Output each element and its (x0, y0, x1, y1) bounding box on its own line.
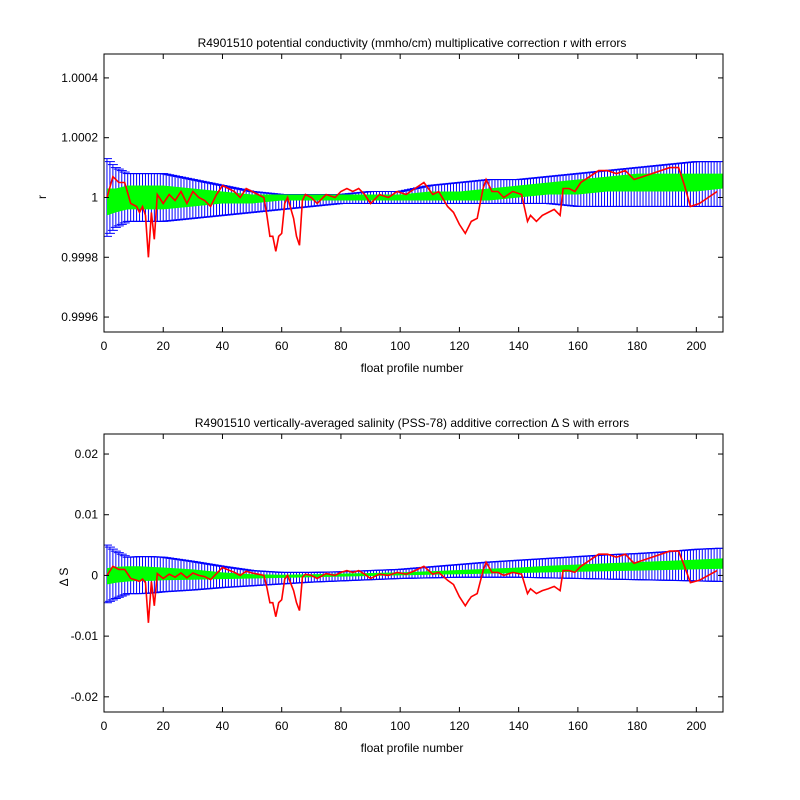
x-tick-label: 100 (390, 719, 410, 733)
chart-title: R4901510 potential conductivity (mmho/cm… (198, 36, 627, 50)
x-tick-label: 20 (157, 719, 171, 733)
y-tick-label: 0 (91, 568, 98, 582)
x-tick-label: 180 (627, 719, 647, 733)
y-axis-label: r (35, 195, 49, 199)
x-tick-label: 160 (568, 339, 588, 353)
y-tick-label: 1.0004 (61, 71, 98, 85)
plot-area: 0 20 40 60 80 100 120 140 160 180 200 -0.02 -0.01 0 0.… (71, 433, 724, 733)
x-tick-label: 80 (334, 339, 348, 353)
x-tick-label: 80 (334, 719, 348, 733)
data-layer (104, 544, 723, 623)
plot-area: 0 20 40 60 80 100 120 140 160 180 200 0.9996 0.9998 1… (61, 53, 724, 353)
x-tick-label: 140 (509, 719, 529, 733)
error-fill-band (107, 173, 723, 216)
y-tick-label: 1.0002 (61, 131, 98, 145)
y-tick-label: -0.01 (71, 629, 99, 643)
error-fill-band (107, 558, 723, 585)
salinity-correction-chart: R4901510 vertically-averaged salinity (P… (57, 416, 724, 755)
data-layer (104, 158, 723, 258)
x-tick-label: 120 (449, 339, 469, 353)
chart-title: R4901510 vertically-averaged salinity (P… (195, 416, 629, 430)
correction-line (106, 166, 718, 258)
x-tick-label: 0 (101, 339, 108, 353)
x-tick-label: 100 (390, 339, 410, 353)
x-tick-label: 160 (568, 719, 588, 733)
x-tick-label: 0 (101, 719, 108, 733)
y-tick-label: 0.9998 (61, 250, 98, 264)
y-tick-label: 0.9996 (61, 310, 98, 324)
x-axis-label: float profile number (361, 741, 464, 755)
y-axis-label: Δ S (57, 568, 71, 587)
y-tick-label: 0.02 (75, 447, 99, 461)
x-tick-label: 60 (275, 339, 289, 353)
x-tick-label: 40 (216, 339, 230, 353)
conductivity-correction-chart: R4901510 potential conductivity (mmho/cm… (35, 36, 724, 375)
y-tick-label: 0.01 (75, 508, 99, 522)
correction-line (106, 550, 718, 623)
x-tick-label: 200 (686, 339, 706, 353)
x-tick-label: 140 (509, 339, 529, 353)
x-tick-label: 180 (627, 339, 647, 353)
x-tick-label: 120 (449, 719, 469, 733)
x-tick-label: 60 (275, 719, 289, 733)
x-tick-label: 40 (216, 719, 230, 733)
x-axis-label: float profile number (361, 361, 464, 375)
axes-box (103, 433, 724, 713)
axes-box (103, 53, 724, 333)
x-tick-label: 200 (686, 719, 706, 733)
y-tick-label: -0.02 (71, 690, 99, 704)
x-tick-label: 20 (157, 339, 171, 353)
y-tick-label: 1 (91, 190, 98, 204)
